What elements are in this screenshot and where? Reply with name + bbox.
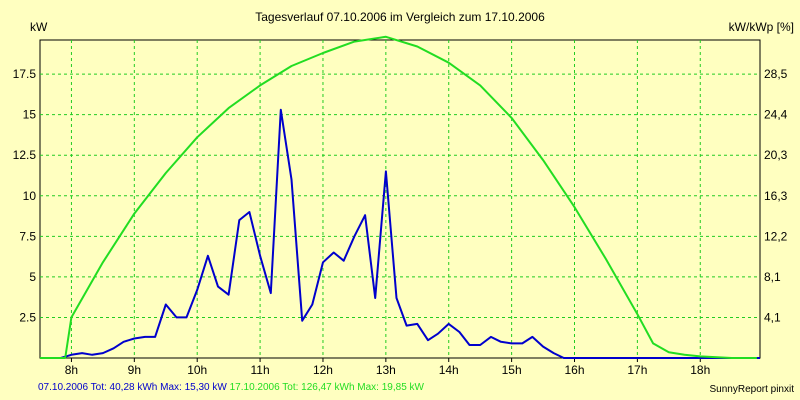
y-tick-label-left: 5 <box>29 270 36 284</box>
y-tick-label-left: 10 <box>23 189 37 203</box>
x-tick-label: 17h <box>627 363 647 377</box>
y-tick-label-right: 24,4 <box>764 108 788 122</box>
legend-series-1: 07.10.2006 Tot: 40,28 kWh Max: 15,30 kW <box>38 382 227 393</box>
x-tick-label: 13h <box>376 363 396 377</box>
x-tick-label: 9h <box>128 363 141 377</box>
series-line-2 <box>40 35 757 359</box>
y-tick-label-right: 16,3 <box>764 189 788 203</box>
y-tick-label-right: 20,3 <box>764 148 788 162</box>
y-tick-label-left: 15 <box>23 108 37 122</box>
x-tick-label: 14h <box>439 363 459 377</box>
x-tick-label: 11h <box>251 363 270 377</box>
x-tick-label: 8h <box>65 363 78 377</box>
x-tick-label: 10h <box>187 363 207 377</box>
legend-series-2: 17.10.2006 Tot: 126,47 kWh Max: 19,85 kW <box>229 382 424 393</box>
series-lines <box>40 35 760 359</box>
x-tick-label: 12h <box>313 363 333 377</box>
y-tick-label-left: 17.5 <box>13 67 37 81</box>
grid <box>40 40 760 358</box>
y-tick-label-right: 8,1 <box>764 270 781 284</box>
x-tick-label: 18h <box>690 363 710 377</box>
y-axis-right-label: kW/kWp [%] <box>728 20 794 34</box>
tick-labels: 8h 9h 10h 11h 12h 13h 14h 15h 16h 17h 18h 2.5 4,1 5 8,… <box>13 67 788 377</box>
y-tick-label-right: 28,5 <box>764 67 788 81</box>
series-line-1 <box>40 108 760 359</box>
x-tick-label: 15h <box>502 363 522 377</box>
brand-credit: SunnyReport pinxit <box>709 384 795 395</box>
y-tick-label-right: 4,1 <box>764 310 781 324</box>
footer-legend: 07.10.2006 Tot: 40,28 kWh Max: 15,30 kW … <box>38 382 424 393</box>
y-tick-label-left: 2.5 <box>19 310 36 324</box>
y-tick-label-left: 7.5 <box>19 229 36 243</box>
y-tick-label-right: 12,2 <box>764 229 788 243</box>
y-axis-left-label: kW <box>30 20 48 34</box>
x-tick-label: 16h <box>564 363 584 377</box>
chart-title: Tagesverlauf 07.10.2006 im Vergleich zum… <box>255 10 545 24</box>
y-tick-label-left: 12.5 <box>13 148 37 162</box>
